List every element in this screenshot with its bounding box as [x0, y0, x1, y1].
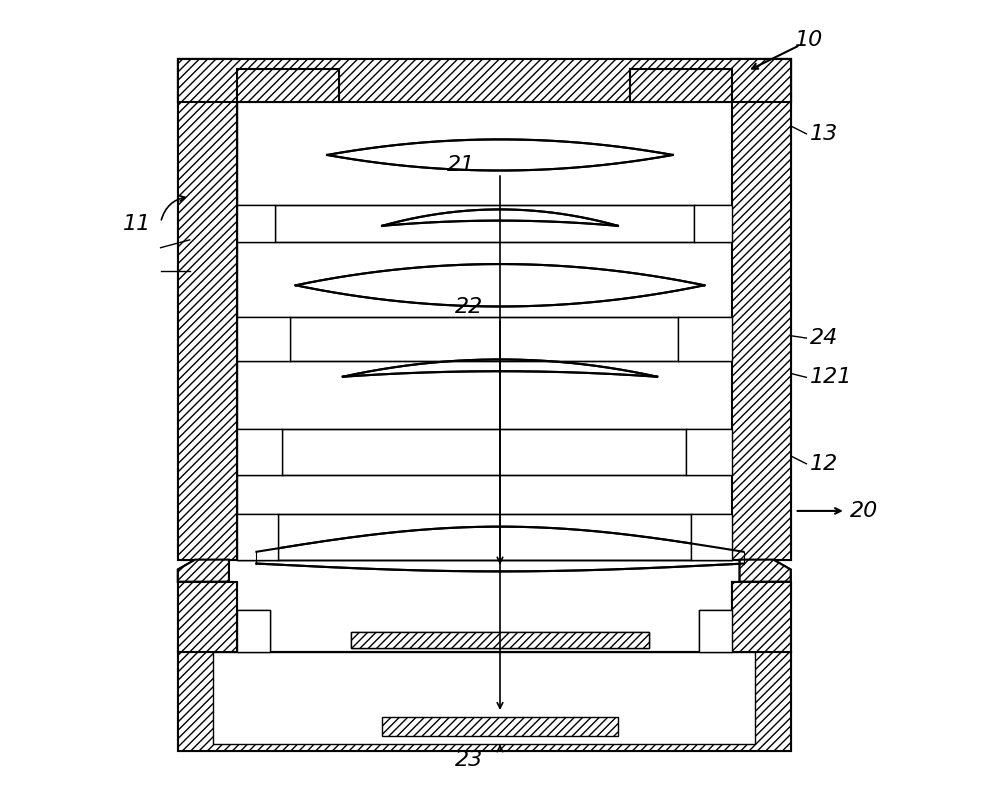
Polygon shape	[237, 206, 275, 242]
Bar	[630, 68, 732, 102]
Bar	[237, 610, 270, 653]
Text: 10: 10	[795, 29, 823, 49]
Bar	[699, 610, 732, 653]
Bar	[351, 632, 649, 648]
Text: 13: 13	[810, 124, 839, 144]
Text: 12: 12	[810, 454, 839, 474]
Bar	[178, 653, 791, 750]
Text: 23: 23	[454, 750, 483, 770]
Polygon shape	[678, 318, 732, 360]
Bar	[732, 60, 791, 560]
Text: 121: 121	[810, 368, 853, 387]
Polygon shape	[237, 318, 290, 360]
Polygon shape	[686, 430, 732, 475]
Bar	[732, 582, 791, 653]
Text: 21: 21	[447, 156, 475, 175]
Polygon shape	[694, 206, 732, 242]
Text: 24: 24	[810, 328, 839, 348]
Text: 11: 11	[123, 214, 151, 234]
Bar	[237, 610, 270, 653]
Text: 22: 22	[454, 297, 483, 317]
Bar	[732, 582, 791, 653]
Bar	[178, 60, 791, 102]
Bar	[213, 653, 755, 744]
Polygon shape	[237, 318, 290, 360]
Polygon shape	[178, 560, 229, 582]
Bar	[382, 717, 618, 736]
Polygon shape	[237, 514, 278, 560]
Bar	[732, 60, 791, 560]
Polygon shape	[237, 206, 275, 242]
Text: 20: 20	[850, 501, 878, 521]
Polygon shape	[686, 430, 732, 475]
Polygon shape	[691, 514, 732, 560]
Bar	[237, 68, 339, 102]
Bar	[213, 653, 755, 744]
Polygon shape	[237, 514, 278, 560]
Polygon shape	[178, 560, 229, 582]
Bar	[178, 60, 791, 102]
Polygon shape	[691, 514, 732, 560]
Bar	[178, 582, 237, 653]
Bar	[237, 93, 732, 560]
Bar	[178, 582, 237, 653]
Bar	[699, 610, 732, 653]
Bar	[178, 60, 237, 560]
Polygon shape	[740, 560, 791, 582]
Polygon shape	[678, 318, 732, 360]
Bar	[178, 653, 791, 750]
Polygon shape	[237, 430, 282, 475]
Polygon shape	[740, 560, 791, 582]
Polygon shape	[237, 430, 282, 475]
Bar	[630, 68, 732, 102]
Bar	[237, 68, 339, 102]
Bar	[178, 60, 237, 560]
Bar	[351, 632, 649, 648]
Bar	[382, 717, 618, 736]
Polygon shape	[694, 206, 732, 242]
